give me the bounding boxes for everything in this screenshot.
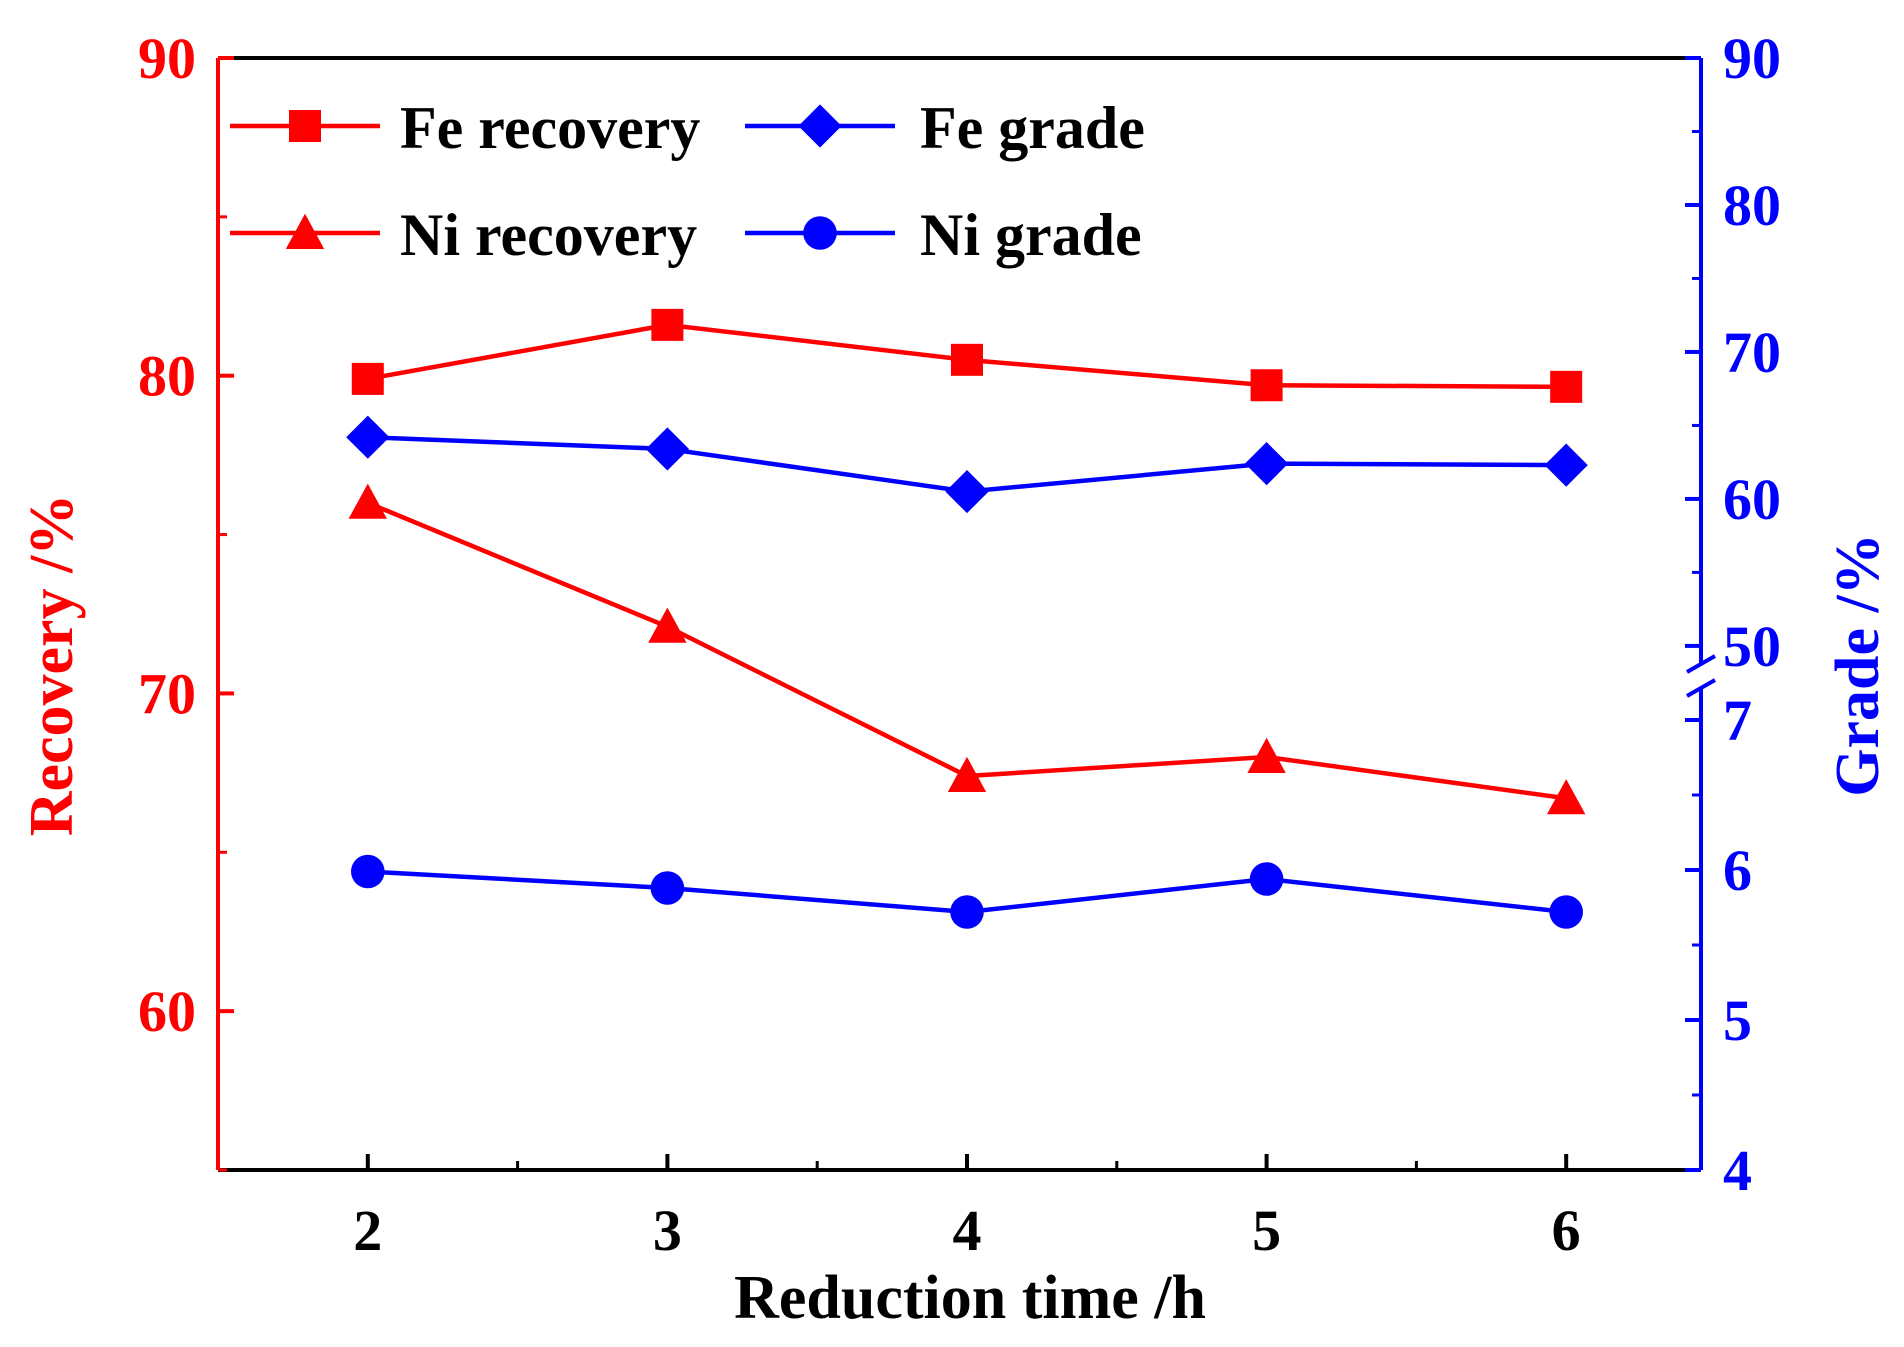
legend-item-ni-recovery: Ni recovery (230, 202, 697, 268)
left-tick-label: 60 (138, 979, 196, 1044)
series-fe-recovery (351, 308, 1583, 403)
ni-recovery-point (947, 756, 987, 793)
legend: Fe recovery Fe grade Ni recovery Ni grade (230, 95, 1145, 268)
legend-marker (289, 110, 321, 142)
fe-grade-point (945, 469, 989, 514)
ni-grade-point (350, 854, 385, 889)
ni-recovery-point (1247, 737, 1286, 773)
fe-recovery-point (1550, 370, 1583, 403)
right-tick-label: 90 (1723, 26, 1781, 91)
fe-grade-point (346, 415, 390, 459)
fe-grade-point (1544, 443, 1588, 487)
legend-item-fe-grade: Fe grade (745, 95, 1145, 161)
legend-marker (798, 104, 842, 148)
x-tick-label: 3 (653, 1198, 682, 1263)
legend-marker (285, 213, 325, 249)
legend-label: Fe recovery (400, 95, 700, 161)
fe-recovery-point (651, 308, 684, 341)
series-ni-recovery (348, 483, 1586, 815)
series-ni-grade (350, 854, 1583, 929)
x-tick-label: 4 (952, 1198, 981, 1263)
fe-recovery-point (1250, 369, 1283, 402)
ni-grade-point (1249, 862, 1284, 896)
series-fe-grade (346, 415, 1588, 514)
ni-recovery-line (366, 500, 1567, 801)
series-layer (346, 308, 1588, 929)
axes: 2 3 4 5 6 60 70 80 90 50 60 70 80 90 4 5 6 7 (138, 26, 1781, 1263)
legend-item-fe-recovery: Fe recovery (230, 95, 700, 161)
fe-grade-point (645, 427, 689, 471)
ni-grade-point (950, 895, 984, 929)
right-y-axis-label: Grade /% (1824, 533, 1892, 796)
ni-grade-point (1549, 895, 1583, 929)
ni-recovery-point (1546, 779, 1586, 815)
ni-recovery-point (648, 607, 687, 643)
legend-marker (803, 216, 837, 250)
right-tick-label: 60 (1723, 467, 1781, 532)
right-tick-label: 5 (1723, 988, 1752, 1053)
legend-item-ni-grade: Ni grade (745, 202, 1142, 268)
fe-grade-point (1244, 442, 1289, 486)
x-tick-label: 6 (1552, 1198, 1581, 1263)
ni-recovery-point (348, 483, 387, 519)
right-tick-label: 7 (1723, 688, 1752, 753)
fe-recovery-point (950, 343, 983, 376)
left-tick-label: 80 (138, 344, 196, 409)
right-tick-label: 6 (1723, 838, 1752, 903)
x-tick-label: 5 (1252, 1198, 1281, 1263)
right-tick-label: 70 (1723, 320, 1781, 385)
legend-label: Fe grade (920, 95, 1145, 161)
legend-label: Ni grade (920, 202, 1142, 268)
x-tick-label: 2 (353, 1198, 382, 1263)
right-tick-label: 4 (1723, 1138, 1752, 1203)
left-tick-label: 90 (138, 26, 196, 91)
left-y-axis-label: Recovery /% (18, 494, 86, 837)
axis-break-mark-lower (1686, 678, 1716, 698)
x-axis-label: Reduction time /h (734, 1264, 1206, 1332)
legend-label: Ni recovery (400, 202, 697, 268)
right-tick-label: 80 (1723, 173, 1781, 238)
axis-break-mark-upper (1686, 654, 1716, 674)
fe-recovery-point (351, 362, 384, 395)
ni-grade-point (650, 871, 685, 905)
right-tick-label: 50 (1723, 614, 1781, 679)
left-tick-label: 70 (138, 661, 196, 726)
